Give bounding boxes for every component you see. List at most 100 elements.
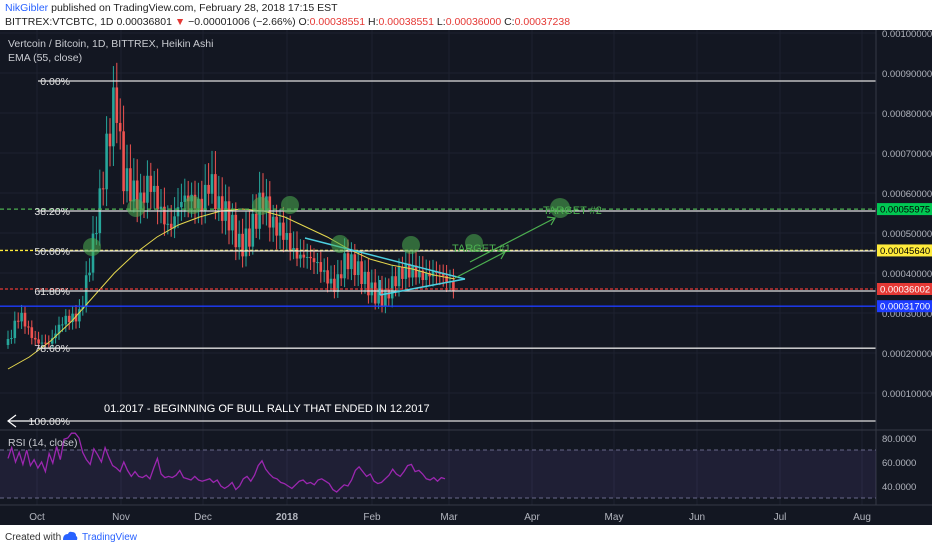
- highlight-circle: [402, 236, 420, 254]
- highlight-circle: [184, 196, 202, 214]
- candle-body: [326, 270, 329, 284]
- tradingview-brand[interactable]: TradingView: [82, 532, 138, 543]
- candle-body: [163, 206, 166, 225]
- target1-arrow: [454, 251, 506, 279]
- candle-body: [61, 324, 64, 326]
- candle-body: [438, 272, 442, 274]
- candle-body: [299, 254, 302, 259]
- candle-body: [6, 339, 10, 345]
- price-tick: 0.00060000: [882, 189, 932, 200]
- published-text: published on TradingView.com, February 2…: [51, 2, 338, 14]
- price-badge-label: 0.00045640: [880, 246, 930, 257]
- fib-label: 78.60%: [34, 343, 70, 355]
- price-tick: 0.00020000: [882, 349, 932, 360]
- candle-body: [169, 223, 173, 229]
- highlight-circle: [83, 238, 101, 256]
- candle-body: [302, 254, 306, 258]
- price-badge-label: 0.00036002: [880, 284, 930, 295]
- time-tick: Jun: [689, 512, 705, 523]
- candle-body: [122, 131, 125, 192]
- candle-body: [397, 266, 401, 287]
- price-badge: [877, 244, 932, 257]
- price-axis[interactable]: [876, 30, 932, 430]
- candle-body: [180, 201, 183, 208]
- candle-body: [288, 233, 292, 252]
- candle-body: [78, 309, 81, 322]
- highlight-circle: [127, 199, 145, 217]
- candle-body: [356, 261, 360, 276]
- candle-body: [149, 175, 153, 192]
- candle-body: [132, 180, 136, 202]
- chart-svg[interactable]: 0.00% 38.20% 50.00% 61.80% 78.60% 100.00% TAR…: [0, 29, 932, 525]
- candle-body: [241, 233, 244, 257]
- target2-arrow: [469, 217, 556, 263]
- candle-body: [159, 206, 163, 210]
- candle-body: [282, 222, 285, 240]
- chart-legend-title: Vertcoin / Bitcoin, 1D, BITTREX, Heikin …: [8, 38, 213, 50]
- candle-body: [108, 133, 112, 147]
- candle-body: [142, 192, 146, 203]
- candle-body: [183, 195, 187, 202]
- candle-body: [322, 270, 326, 272]
- rsi-legend: RSI (14, close): [8, 437, 77, 449]
- candle-body: [101, 188, 105, 190]
- candle-body: [292, 247, 295, 252]
- low-value: 0.00036000: [445, 16, 502, 28]
- price-badge-label: 0.00031700: [880, 302, 930, 313]
- drawings: TARGET #1 TARGET #2 01.2017 - BEGINNING …: [7, 196, 602, 428]
- candle-body: [384, 289, 387, 307]
- price-tick-labels: 0.00100000 0.00090000 0.00080000 0.00070000…: [882, 29, 932, 400]
- fibonacci-levels: 0.00% 38.20% 50.00% 61.80% 78.60% 100.00%: [29, 76, 876, 428]
- open-value: 0.00038551: [309, 16, 366, 28]
- price-tick: 0.00070000: [882, 149, 932, 160]
- rsi-band: [0, 450, 876, 498]
- price-tick: 0.00100000: [882, 30, 932, 40]
- triangle-lower-line: [379, 278, 466, 296]
- candle-body: [57, 324, 61, 334]
- candle-body: [135, 180, 139, 210]
- time-tick: Jul: [774, 512, 787, 523]
- candle-body: [10, 338, 13, 340]
- candle-body: [411, 265, 414, 278]
- candle-body: [343, 253, 346, 279]
- target2-label: TARGET #2: [543, 205, 602, 217]
- price-tick: 0.00080000: [882, 109, 932, 120]
- ohlc-line: BITTREX:VTCBTC, 1D 0.00036801 ▼ −0.00001…: [5, 16, 570, 28]
- time-axis[interactable]: Oct Nov Dec 2018 Feb Mar Apr May Jun Jul Aug: [29, 512, 871, 523]
- candle-body: [67, 315, 71, 323]
- candle-body: [207, 184, 210, 194]
- candle-body: [64, 315, 68, 325]
- candle-body: [380, 288, 384, 307]
- ema-line: [7, 208, 456, 370]
- price-tick: 0.00090000: [882, 69, 932, 80]
- chart-area[interactable]: 0.00% 38.20% 50.00% 61.80% 78.60% 100.00% TAR…: [0, 29, 932, 525]
- candle-body: [125, 168, 129, 192]
- candle-body: [421, 270, 425, 280]
- author-link[interactable]: NikGibler: [5, 2, 49, 14]
- candle-body: [237, 233, 241, 248]
- price-badge: [877, 203, 932, 216]
- candle-body: [27, 326, 30, 328]
- candle-body: [248, 228, 251, 247]
- high-label: H:: [368, 16, 379, 28]
- highlight-circle: [281, 196, 299, 214]
- price-tick: 0.00050000: [882, 229, 932, 240]
- candle-body: [285, 233, 289, 240]
- candle-body: [414, 265, 418, 278]
- candle-body: [220, 196, 224, 221]
- highlight-circle: [550, 198, 570, 218]
- candle-body: [71, 313, 74, 323]
- rsi-tick: 80.0000: [882, 434, 916, 445]
- candle-body: [404, 263, 408, 279]
- candle-body: [251, 213, 255, 247]
- fib-label: 100.00%: [29, 416, 70, 428]
- candle-body: [37, 339, 40, 344]
- candle-body: [353, 254, 357, 276]
- candle-body: [231, 214, 234, 231]
- publication-header: NikGibler published on TradingView.com, …: [0, 0, 932, 30]
- highlight-circle: [465, 234, 483, 252]
- candle-body: [244, 228, 248, 257]
- symbol-label: BITTREX:VTCBTC, 1D: [5, 16, 114, 28]
- candle-body: [88, 272, 91, 276]
- candle-body: [118, 122, 122, 132]
